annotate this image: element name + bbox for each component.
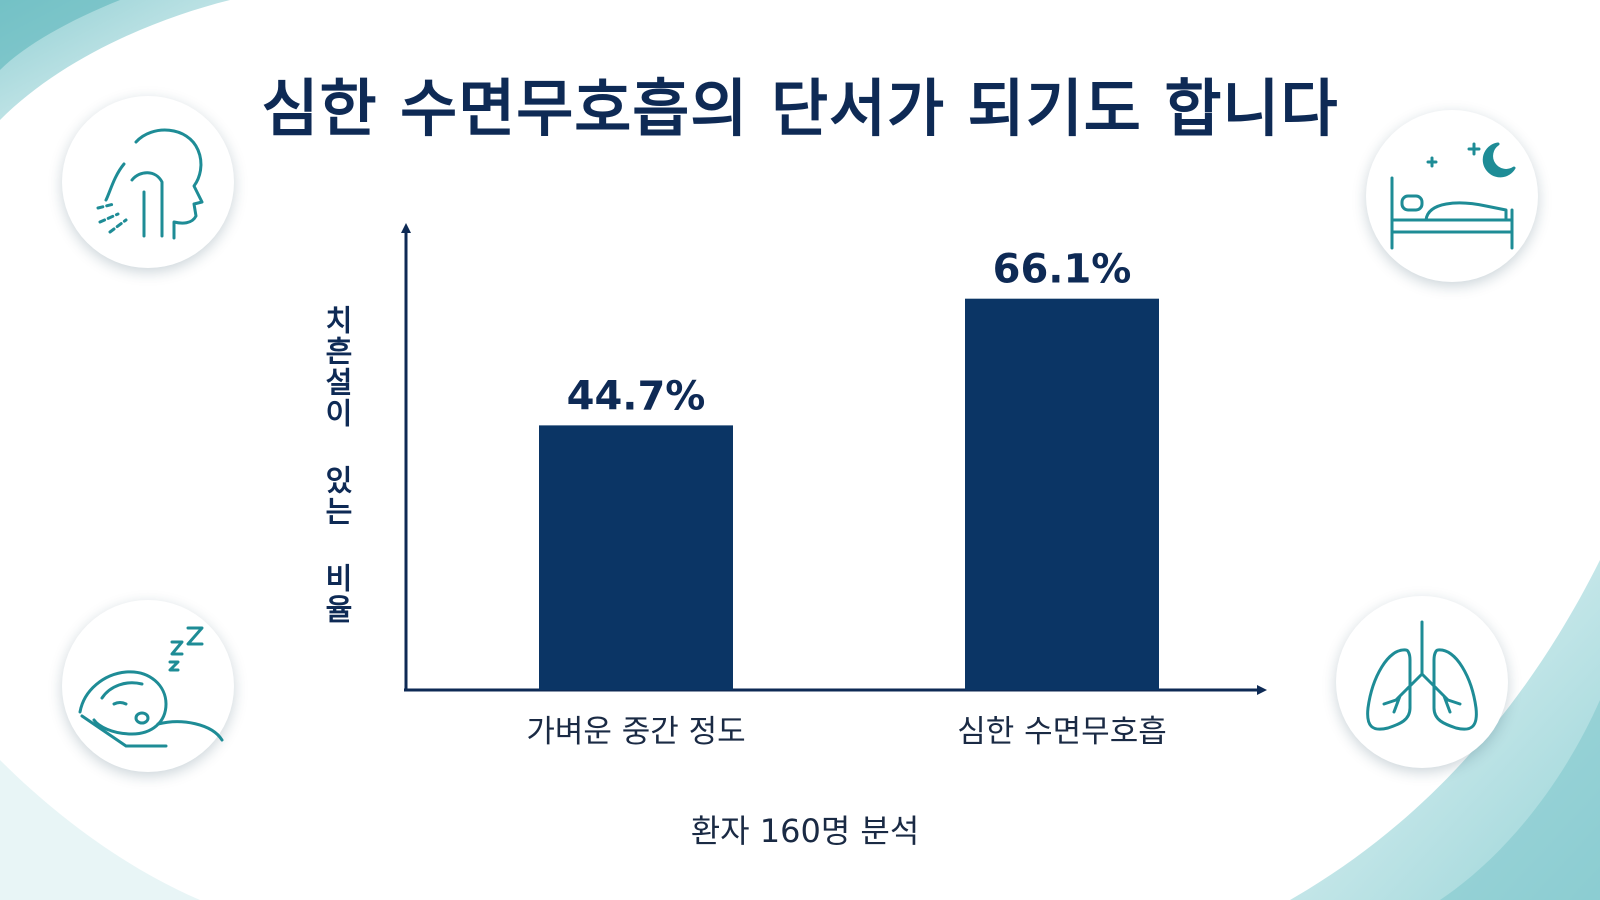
airway-profile-icon — [96, 128, 204, 240]
airway-icon-badge — [62, 96, 234, 268]
lungs-icon — [1366, 620, 1478, 731]
bar-2 — [965, 298, 1159, 690]
lungs-icon-badge — [1336, 596, 1508, 768]
page-title: 심한 수면무호흡의 단서가 되기도 합니다 — [261, 72, 1339, 145]
category-label-1: 가벼운 중간 정도 — [526, 714, 745, 750]
bed-icon-badge — [1366, 110, 1538, 282]
bar-1 — [539, 425, 733, 690]
bed-night-icon — [1390, 142, 1516, 250]
snoring-icon-badge — [62, 600, 234, 772]
snoring-sleeper-icon — [78, 626, 224, 748]
sample-size-note: 환자 160명 분석 — [690, 812, 920, 850]
bar-value-label-1: 44.7% — [567, 373, 706, 419]
category-label-2: 심한 수면무호흡 — [957, 714, 1167, 750]
bar-value-label-2: 66.1% — [993, 247, 1132, 293]
y-axis-label: 치흔설이 있는 비율 — [320, 305, 354, 625]
